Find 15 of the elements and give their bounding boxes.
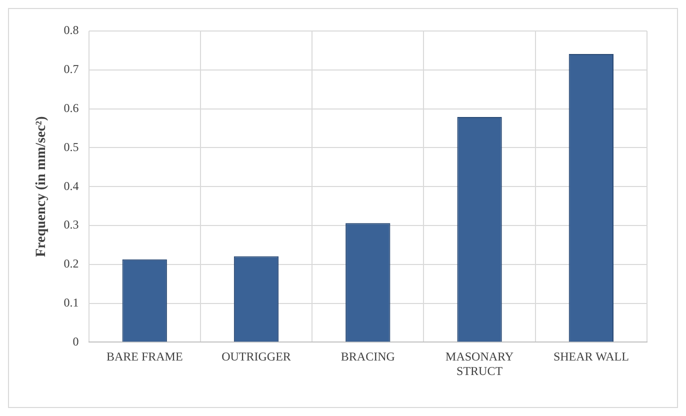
y-tick-label: 0.8 — [64, 23, 79, 38]
y-axis-title: Frequency (in mm/sec²) — [34, 116, 50, 258]
y-tick-label: 0.2 — [64, 256, 79, 271]
y-tick-label: 0.5 — [64, 140, 79, 154]
x-tick-label: OUTRIGGER — [222, 350, 291, 364]
y-tick-label: 0 — [72, 334, 79, 348]
x-tick-label: BARE FRAME — [106, 350, 183, 364]
y-tick-label: 0.4 — [64, 178, 79, 193]
y-tick-label: 0.1 — [64, 295, 79, 310]
x-tick-label: MASONARY STRUCT — [446, 350, 514, 378]
x-tick-label: BRACING — [340, 350, 396, 364]
y-tick-label: 0.6 — [64, 100, 79, 115]
x-tick-label: SHEAR WALL — [553, 350, 629, 364]
y-tick-label: 0.7 — [64, 62, 79, 76]
y-tick-label: 0.3 — [64, 218, 79, 232]
